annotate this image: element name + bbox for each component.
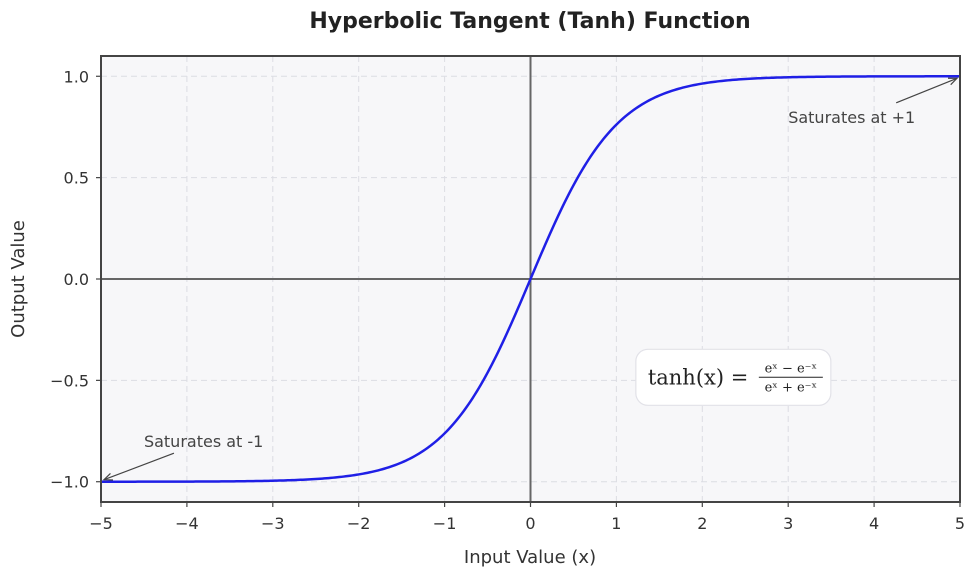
y-axis-label: Output Value bbox=[8, 220, 29, 338]
y-tick-label: 0.0 bbox=[64, 270, 89, 289]
formula-numerator: eˣ − e⁻ˣ bbox=[765, 361, 817, 376]
annotation-arrowhead bbox=[947, 77, 959, 86]
formula-box: tanh(x) = eˣ − e⁻ˣ eˣ + e⁻ˣ bbox=[635, 348, 832, 406]
y-tick-label: −0.5 bbox=[50, 371, 89, 390]
tanh-line bbox=[101, 75, 960, 483]
annotation-text: Saturates at -1 bbox=[144, 432, 263, 451]
y-tick-label: −1.0 bbox=[50, 473, 89, 492]
annotation-text: Saturates at +1 bbox=[788, 108, 915, 127]
x-tick-label: −5 bbox=[89, 514, 113, 533]
x-tick-label: 2 bbox=[697, 514, 707, 533]
formula-lhs: tanh(x) = bbox=[648, 365, 749, 389]
x-axis-label: Input Value (x) bbox=[464, 547, 596, 568]
x-tick-label: −3 bbox=[261, 514, 285, 533]
annotation-arrow bbox=[895, 77, 958, 104]
annotations: Saturates at +1 Saturates at -1 bbox=[102, 77, 959, 481]
x-tick-label: −1 bbox=[433, 514, 457, 533]
formula-denominator: eˣ + e⁻ˣ bbox=[765, 380, 817, 395]
y-ticks: 1.0 0.5 0.0 −0.5 −1.0 bbox=[50, 67, 101, 492]
annotation-arrow bbox=[103, 452, 175, 481]
x-tick-label: 1 bbox=[611, 514, 621, 533]
x-tick-label: −4 bbox=[175, 514, 199, 533]
x-tick-label: −2 bbox=[347, 514, 371, 533]
x-tick-label: 3 bbox=[783, 514, 793, 533]
x-ticks: −5 −4 −3 −2 −1 0 1 2 3 4 5 bbox=[89, 502, 965, 533]
x-tick-label: 0 bbox=[525, 514, 535, 533]
annotation-arrowhead bbox=[102, 473, 114, 481]
y-tick-label: 1.0 bbox=[64, 67, 89, 86]
x-tick-label: 5 bbox=[955, 514, 965, 533]
x-tick-label: 4 bbox=[869, 514, 879, 533]
formula-background bbox=[635, 348, 832, 406]
chart-title: Hyperbolic Tangent (Tanh) Function bbox=[309, 9, 750, 34]
y-tick-label: 0.5 bbox=[64, 169, 89, 188]
